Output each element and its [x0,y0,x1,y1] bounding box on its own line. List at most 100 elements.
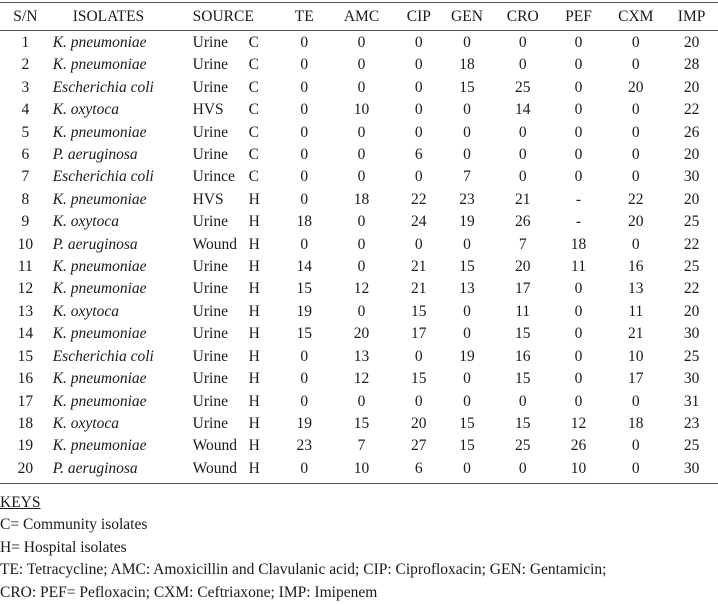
table-row: 3 Escherichia coli Urine C 0 0 0 15 25 0 20 20 [0,77,718,99]
header-te: TE [294,8,314,25]
cell-source: Urine H [193,301,284,323]
cell-te: 14 [296,258,312,276]
source-name: Urine [192,34,228,51]
cell-pef: 0 [574,123,583,141]
source-name: Urine [192,213,228,231]
cell-te: 0 [300,146,309,164]
cell-cro: 15 [514,370,531,388]
cell-imp: 25 [683,213,700,231]
cell-isolate: K. pneumoniae [52,392,147,410]
source-type: H [248,235,260,253]
cell-cxm: 0 [631,146,640,164]
cell-sn: 17 [17,392,34,410]
source-name: Urine [192,414,228,432]
key-line-antibiotics-1: TE: Tetracycline; AMC: Amoxicillin and C… [0,561,607,579]
cell-sn: 9 [21,213,30,231]
cell-te: 18 [296,213,312,231]
source-type: H [248,347,260,365]
table-top-rule [0,2,718,3]
cell-gen: 0 [463,235,471,253]
cell-cxm: 0 [631,123,640,141]
cell-pef: - [575,190,582,208]
key-line-community: C= Community isolates [0,516,148,534]
cell-source: Urine H [193,278,284,300]
cell-cip: 21 [411,258,427,276]
cell-gen: 15 [459,437,475,455]
keys-title: KEYS [0,494,41,511]
cell-pef: 0 [574,101,583,119]
cell-cip: 15 [411,370,427,388]
source-type: H [248,392,260,410]
cell-pef: 0 [574,347,583,365]
table-row: 11 K. pneumoniae Urine H 14 0 21 15 20 11 16 25 [0,256,718,278]
table-row: 1 K. pneumoniae Urine C 0 0 0 0 0 0 0 20 [0,30,718,54]
cell-sn: 1 [21,34,30,51]
cell-cxm: 21 [628,325,644,343]
cell-source: Urine H [193,368,284,390]
cell-cxm: 20 [628,78,644,96]
cell-pef: 11 [571,258,586,276]
cell-cro: 7 [518,235,527,253]
cell-amc: 0 [357,34,366,51]
cell-cip: 0 [414,123,423,141]
cell-cro: 0 [518,168,527,186]
cell-isolate: P. aeruginosa [52,235,138,253]
cell-amc: 0 [357,302,366,320]
cell-cro: 21 [514,190,531,208]
cell-isolate: Escherichia coli [52,78,154,96]
source-name: HVS [192,190,224,208]
cell-cip: 15 [411,302,427,320]
cell-cxm: 13 [628,280,644,298]
cell-sn: 5 [21,123,30,141]
source-type: H [248,258,260,276]
source-type: C [248,168,260,186]
cell-cxm: 0 [631,459,640,477]
source-type: C [248,146,260,164]
cell-source: Wound H [193,234,284,256]
cell-sn: 18 [17,414,34,432]
table-row: 12 K. pneumoniae Urine H 15 12 21 13 17 0 13 22 [0,278,718,300]
source-type: C [248,78,260,96]
cell-cxm: 0 [631,437,640,455]
cell-sn: 19 [17,437,34,455]
cell-amc: 0 [357,235,366,253]
cell-amc: 20 [353,325,370,343]
table-row: 4 K. oxytoca HVS C 0 10 0 0 14 0 0 22 [0,99,718,121]
cell-cro: 0 [518,459,527,477]
cell-gen: 18 [459,56,475,74]
cell-te: 0 [300,78,309,96]
cell-amc: 0 [357,78,366,96]
cell-gen: 0 [463,302,471,320]
cell-cxm: 0 [631,392,640,410]
cell-gen: 15 [459,414,475,432]
source-name: Urine [192,56,228,74]
cell-source: Urine H [193,346,284,368]
table-row: 14 K. pneumoniae Urine H 15 20 17 0 15 0 21 30 [0,323,718,345]
cell-isolate: K. pneumoniae [52,258,147,276]
cell-cip: 0 [414,347,423,365]
cell-source: Urine H [193,323,284,345]
cell-isolate: K. pneumoniae [52,123,147,141]
cell-amc: 0 [357,392,366,410]
table-row: 6 P. aeruginosa Urine C 0 0 6 0 0 0 0 20 [0,144,718,166]
cell-source: Urine C [193,54,284,76]
cell-te: 0 [300,101,309,119]
cell-isolate: K. pneumoniae [52,190,147,208]
cell-isolate: Escherichia coli [52,347,154,365]
source-type: H [248,280,260,298]
cell-cxm: 22 [628,190,644,208]
cell-cxm: 0 [631,235,640,253]
cell-cro: 15 [514,414,531,432]
cell-gen: 23 [459,190,475,208]
cell-cro: 15 [514,325,531,343]
cell-te: 0 [300,347,309,365]
cell-gen: 19 [459,347,475,365]
cell-sn: 13 [17,302,34,320]
cell-imp: 31 [683,392,700,410]
cell-pef: 10 [570,459,587,477]
key-line-hospital: H= Hospital isolates [0,538,127,556]
cell-amc: 0 [357,258,366,276]
cell-pef: 0 [574,302,583,320]
cell-imp: 30 [683,168,700,186]
source-name: Urince [192,168,235,186]
